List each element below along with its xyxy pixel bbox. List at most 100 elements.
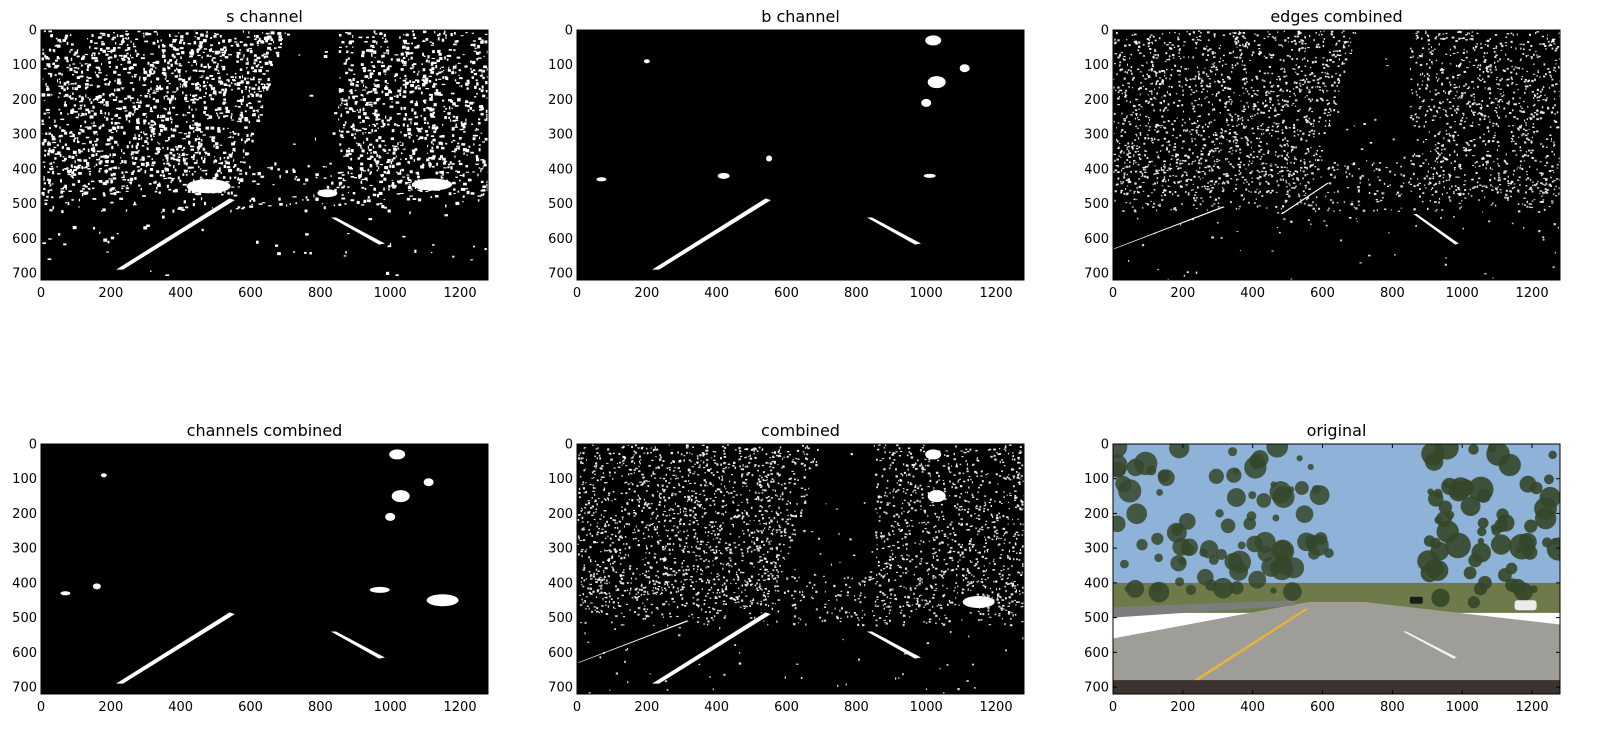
- y-tick-label: 500: [12, 611, 37, 626]
- x-tick-label: 600: [1310, 286, 1335, 301]
- y-tick-label: 700: [548, 681, 573, 696]
- y-tick-label: 100: [548, 58, 573, 73]
- y-tick-label: 0: [1101, 24, 1109, 39]
- y-tick-label: 700: [12, 681, 37, 696]
- y-tick-label: 500: [1084, 197, 1109, 212]
- y-tick-label: 400: [12, 162, 37, 177]
- y-tick-label: 100: [12, 58, 37, 73]
- panel-title: combined: [761, 421, 840, 440]
- y-tick-label: 600: [1084, 232, 1109, 247]
- x-tick-label: 400: [168, 286, 193, 301]
- y-tick-label: 100: [12, 472, 37, 487]
- y-tick-label: 300: [12, 542, 37, 557]
- x-tick-label: 800: [844, 700, 869, 715]
- axes-frame: [1112, 443, 1561, 695]
- panel-5: combined 0 200 400 600 800 1000 1200 0 100 200 300 4…: [548, 421, 1025, 715]
- panel-title: edges combined: [1270, 7, 1402, 26]
- y-tick-label: 400: [548, 576, 573, 591]
- x-tick-label: 1000: [910, 286, 943, 301]
- y-tick-label: 200: [548, 507, 573, 522]
- y-tick-label: 200: [1084, 507, 1109, 522]
- x-tick-label: 1200: [444, 700, 477, 715]
- y-tick-label: 700: [12, 267, 37, 282]
- panel-title: b channel: [761, 7, 840, 26]
- x-tick-label: 400: [1240, 700, 1265, 715]
- y-tick-label: 0: [29, 438, 37, 453]
- y-tick-label: 100: [1084, 58, 1109, 73]
- threshold-mask: [1113, 30, 1560, 280]
- y-tick-label: 300: [548, 542, 573, 557]
- x-tick-label: 0: [573, 700, 581, 715]
- axes-frame: [576, 443, 1025, 695]
- x-tick-label: 0: [37, 286, 45, 301]
- panel-1: s channel 0 200 400 600 800 1000 1200 0 100 200 300…: [12, 7, 489, 301]
- panel-title: original: [1307, 421, 1367, 440]
- y-tick-label: 300: [12, 128, 37, 143]
- x-tick-label: 1200: [1516, 700, 1549, 715]
- x-tick-label: 1000: [374, 700, 407, 715]
- y-tick-label: 700: [1084, 267, 1109, 282]
- y-tick-label: 0: [1101, 438, 1109, 453]
- threshold-mask: [577, 444, 1024, 694]
- x-tick-label: 400: [704, 700, 729, 715]
- x-tick-label: 200: [98, 286, 123, 301]
- y-tick-label: 0: [29, 24, 37, 39]
- y-tick-label: 400: [12, 576, 37, 591]
- x-tick-label: 800: [1380, 700, 1405, 715]
- x-tick-label: 1200: [444, 286, 477, 301]
- y-tick-label: 100: [1084, 472, 1109, 487]
- threshold-mask: [577, 30, 1024, 280]
- y-tick-label: 500: [1084, 611, 1109, 626]
- x-tick-label: 200: [98, 700, 123, 715]
- y-tick-label: 300: [548, 128, 573, 143]
- x-tick-label: 1200: [980, 286, 1013, 301]
- y-tick-label: 600: [548, 232, 573, 247]
- y-tick-label: 600: [12, 232, 37, 247]
- x-tick-label: 600: [774, 286, 799, 301]
- panel-title: s channel: [226, 7, 303, 26]
- y-tick-label: 200: [1084, 93, 1109, 108]
- y-tick-label: 400: [548, 162, 573, 177]
- x-tick-label: 0: [37, 700, 45, 715]
- x-tick-label: 1200: [980, 700, 1013, 715]
- car-dark: [1409, 596, 1423, 604]
- road-photo: [1113, 444, 1560, 694]
- x-tick-label: 400: [704, 286, 729, 301]
- panel-4: channels combined 0 200 400 600 800 1000 1200 0 1…: [12, 421, 489, 715]
- y-tick-label: 500: [12, 197, 37, 212]
- y-tick-label: 400: [1084, 162, 1109, 177]
- x-tick-label: 400: [168, 700, 193, 715]
- threshold-mask: [41, 30, 488, 280]
- x-tick-label: 1000: [1446, 700, 1479, 715]
- x-tick-label: 800: [308, 286, 333, 301]
- panel-3: edges combined 0 200 400 600 800 1000 1200 0 100 2…: [1084, 7, 1561, 301]
- y-tick-label: 200: [548, 93, 573, 108]
- mask-background: [577, 444, 1024, 694]
- y-tick-label: 500: [548, 197, 573, 212]
- y-tick-label: 0: [565, 438, 573, 453]
- x-tick-label: 400: [1240, 286, 1265, 301]
- y-tick-label: 300: [1084, 128, 1109, 143]
- x-tick-label: 200: [1170, 286, 1195, 301]
- mask-background: [577, 30, 1024, 280]
- axes-frame: [576, 29, 1025, 281]
- y-tick-label: 600: [1084, 646, 1109, 661]
- axes-frame: [1112, 29, 1561, 281]
- y-tick-label: 700: [1084, 681, 1109, 696]
- x-tick-label: 200: [634, 286, 659, 301]
- x-tick-label: 200: [634, 700, 659, 715]
- x-tick-label: 800: [1380, 286, 1405, 301]
- y-tick-label: 100: [548, 472, 573, 487]
- x-tick-label: 0: [1109, 286, 1117, 301]
- x-tick-label: 0: [573, 286, 581, 301]
- panel-title: channels combined: [187, 421, 343, 440]
- y-tick-label: 600: [548, 646, 573, 661]
- mask-background: [41, 444, 488, 694]
- panel-6: original 0 200 400 600 800 1000 1200 0 100 200 300 4…: [1084, 421, 1561, 715]
- y-tick-label: 500: [548, 611, 573, 626]
- y-tick-label: 200: [12, 507, 37, 522]
- x-tick-label: 800: [308, 700, 333, 715]
- panel-2: b channel 0 200 400 600 800 1000 1200 0 100 200 300…: [548, 7, 1025, 301]
- y-tick-label: 700: [548, 267, 573, 282]
